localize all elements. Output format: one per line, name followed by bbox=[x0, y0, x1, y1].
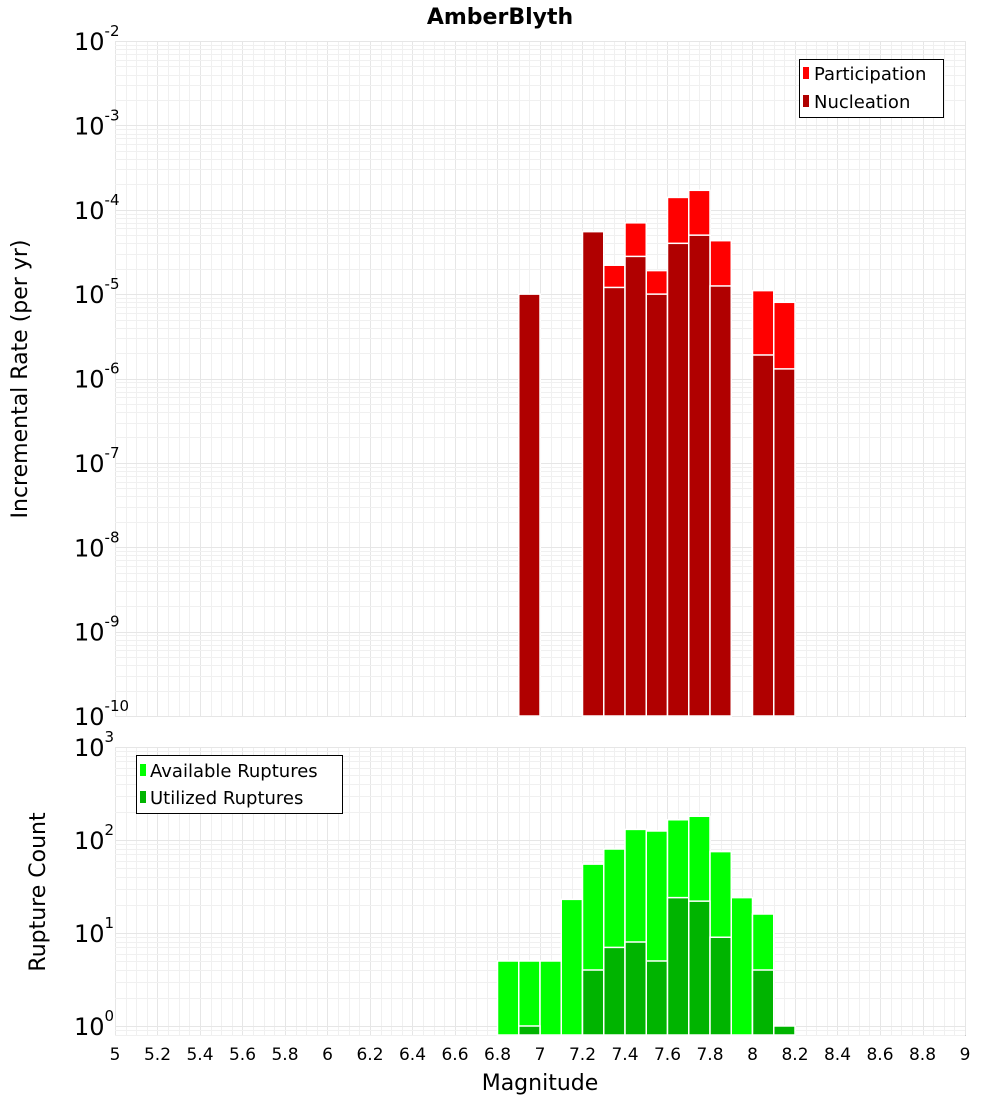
rate-legend: Participation Nucleation bbox=[799, 59, 944, 118]
count-legend: Available Ruptures Utilized Ruptures bbox=[136, 755, 343, 814]
magnitude-x-ticks: 5 5.2 5.4 5.6 5.8 6 6.2 6.4 6.6 6.8 7 7.2 7.4 7.6 7.8 8… bbox=[110, 1045, 971, 1065]
count-bar-utilized-ruptures bbox=[645, 960, 669, 1036]
count-bar-utilized-ruptures bbox=[773, 1025, 796, 1036]
magnitude-x-tick-label: 5.6 bbox=[229, 1045, 256, 1065]
rate-y-tick-label: 10-5 bbox=[74, 275, 120, 309]
count-y-tick-label: 100 bbox=[74, 1007, 114, 1041]
magnitude-x-tick-label: 7 bbox=[535, 1045, 546, 1065]
count-y-ticks: 100 101 102 103 bbox=[74, 728, 114, 1041]
rate-y-tick-label: 10-2 bbox=[74, 22, 120, 56]
rate-bar-nucleation bbox=[603, 286, 626, 717]
count-y-tick-label: 103 bbox=[74, 728, 114, 762]
magnitude-x-tick-label: 5 bbox=[110, 1045, 121, 1065]
magnitude-x-tick-label: 8.2 bbox=[781, 1045, 808, 1065]
count-bars bbox=[496, 815, 796, 1036]
magnitude-x-tick-label: 5.8 bbox=[271, 1045, 298, 1065]
rate-y-tick-label: 10-4 bbox=[74, 191, 120, 225]
rate-bar-nucleation bbox=[751, 354, 775, 717]
chart-title: AmberBlyth bbox=[427, 5, 573, 30]
magnitude-x-tick-label: 7.8 bbox=[696, 1045, 723, 1065]
available-swatch bbox=[140, 764, 146, 776]
count-bar-utilized-ruptures bbox=[603, 946, 626, 1036]
magnitude-x-tick-label: 6.4 bbox=[399, 1045, 426, 1065]
rate-bars bbox=[518, 189, 796, 717]
nucleation-legend-label: Nucleation bbox=[814, 92, 910, 113]
magnitude-x-tick-label: 9 bbox=[960, 1045, 971, 1065]
magnitude-x-tick-label: 5.2 bbox=[144, 1045, 171, 1065]
count-bar-available-ruptures bbox=[539, 960, 562, 1036]
rate-y-tick-label: 10-9 bbox=[74, 613, 120, 647]
rate-bar-nucleation bbox=[709, 285, 732, 717]
count-bar-available-ruptures bbox=[560, 898, 584, 1036]
count-y-tick-label: 101 bbox=[74, 914, 114, 948]
count-bar-available-ruptures bbox=[496, 960, 520, 1036]
magnitude-x-axis-label: Magnitude bbox=[482, 1071, 599, 1096]
count-bar-available-ruptures bbox=[730, 896, 754, 1036]
rupture-count-panel: 100 101 102 103 5 5.2 5.4 5.6 5.8 6 6.2 6.4 6.6 6.8 7… bbox=[26, 728, 970, 1096]
magnitude-x-tick-label: 8 bbox=[747, 1045, 758, 1065]
rate-bar-nucleation bbox=[645, 293, 669, 717]
magnitude-x-tick-label: 8.6 bbox=[866, 1045, 893, 1065]
magnitude-x-tick-label: 7.6 bbox=[654, 1045, 681, 1065]
count-bar-utilized-ruptures bbox=[624, 941, 647, 1036]
count-legend-box bbox=[136, 755, 343, 814]
rate-y-ticks: 10-10 10-9 10-8 10-7 10-6 10-5 10-4 10-3 10-2 bbox=[74, 22, 129, 731]
incremental-rate-panel: 10-10 10-9 10-8 10-7 10-6 10-5 10-4 10-3 10-2 In… bbox=[8, 22, 966, 731]
rate-y-axis-label: Incremental Rate (per yr) bbox=[8, 240, 33, 519]
count-bar-utilized-ruptures bbox=[518, 1025, 541, 1036]
count-bar-utilized-ruptures bbox=[709, 936, 732, 1036]
magnitude-x-tick-label: 7.4 bbox=[611, 1045, 638, 1065]
magnitude-x-tick-label: 6.8 bbox=[484, 1045, 511, 1065]
magnitude-x-tick-label: 8.8 bbox=[909, 1045, 936, 1065]
rate-bar-nucleation bbox=[581, 230, 605, 717]
count-bar-utilized-ruptures bbox=[666, 896, 690, 1036]
available-legend-label: Available Ruptures bbox=[150, 761, 318, 782]
rate-bar-nucleation bbox=[624, 255, 647, 717]
count-y-axis-label: Rupture Count bbox=[26, 812, 51, 972]
rate-grid bbox=[115, 41, 966, 717]
count-bar-available-ruptures bbox=[518, 960, 541, 1036]
count-bar-utilized-ruptures bbox=[688, 900, 711, 1036]
rate-y-tick-label: 10-10 bbox=[74, 697, 129, 731]
magnitude-x-tick-label: 5.4 bbox=[186, 1045, 213, 1065]
magnitude-x-tick-label: 6.6 bbox=[441, 1045, 468, 1065]
rate-y-tick-label: 10-3 bbox=[74, 106, 120, 140]
utilized-legend-label: Utilized Ruptures bbox=[150, 788, 303, 809]
count-bar-utilized-ruptures bbox=[751, 969, 775, 1036]
participation-legend-label: Participation bbox=[814, 64, 926, 85]
magnitude-x-tick-label: 6 bbox=[322, 1045, 333, 1065]
rate-y-tick-label: 10-7 bbox=[74, 444, 120, 478]
count-bar-utilized-ruptures bbox=[581, 969, 605, 1036]
utilized-swatch bbox=[140, 791, 146, 803]
count-y-tick-label: 102 bbox=[74, 821, 114, 855]
rate-y-tick-label: 10-8 bbox=[74, 528, 120, 562]
magnitude-x-tick-label: 6.2 bbox=[356, 1045, 383, 1065]
participation-swatch bbox=[803, 67, 809, 79]
rate-bar-nucleation bbox=[518, 293, 541, 717]
rate-bar-nucleation bbox=[666, 242, 690, 717]
nucleation-swatch bbox=[803, 95, 809, 107]
rate-y-tick-label: 10-6 bbox=[74, 360, 120, 394]
rate-bar-nucleation bbox=[773, 368, 796, 717]
rate-bar-nucleation bbox=[688, 234, 711, 717]
magnitude-x-tick-label: 8.4 bbox=[824, 1045, 851, 1065]
magnitude-x-tick-label: 7.2 bbox=[569, 1045, 596, 1065]
rate-legend-box bbox=[799, 59, 944, 118]
